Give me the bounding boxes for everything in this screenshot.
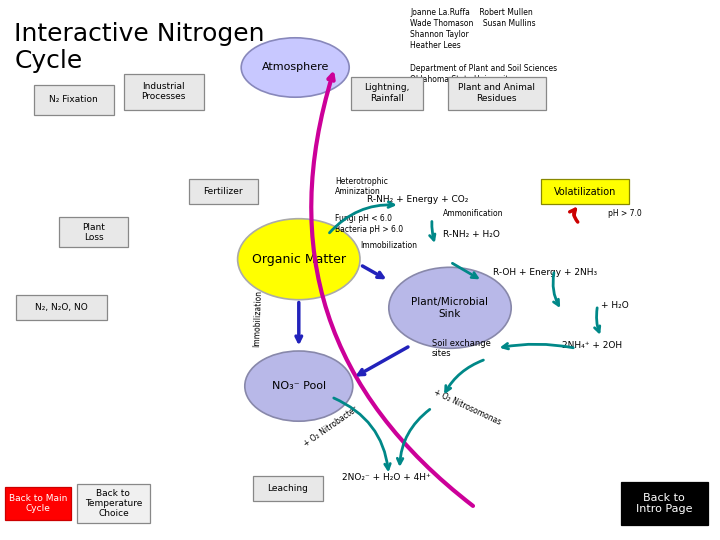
FancyBboxPatch shape <box>448 77 546 110</box>
Text: + O₂ Nitrobacter: + O₂ Nitrobacter <box>302 404 360 449</box>
Text: pH > 7.0: pH > 7.0 <box>608 209 642 218</box>
Text: + H₂O: + H₂O <box>601 301 629 309</box>
Text: Heterotrophic
Aminization: Heterotrophic Aminization <box>335 177 387 196</box>
Text: N₂ Fixation: N₂ Fixation <box>50 96 98 104</box>
FancyBboxPatch shape <box>541 179 629 204</box>
FancyBboxPatch shape <box>621 482 708 525</box>
Text: Ammonification: Ammonification <box>443 209 503 218</box>
FancyBboxPatch shape <box>124 74 204 110</box>
Ellipse shape <box>245 351 353 421</box>
Text: Atmosphere: Atmosphere <box>261 63 329 72</box>
Text: Interactive Nitrogen
Cycle: Interactive Nitrogen Cycle <box>14 22 265 73</box>
Ellipse shape <box>241 38 349 97</box>
Text: N₂, N₂O, NO: N₂, N₂O, NO <box>35 303 88 312</box>
Text: R-NH₂ + Energy + CO₂: R-NH₂ + Energy + CO₂ <box>367 195 469 204</box>
Text: Volatilization: Volatilization <box>554 187 616 197</box>
Text: R-NH₂ + H₂O: R-NH₂ + H₂O <box>443 231 500 239</box>
Ellipse shape <box>238 219 360 300</box>
FancyBboxPatch shape <box>5 487 71 520</box>
FancyBboxPatch shape <box>77 484 150 523</box>
Text: Back to Main
Cycle: Back to Main Cycle <box>9 494 67 513</box>
Text: Plant
Loss: Plant Loss <box>82 222 105 242</box>
Text: 2NO₂⁻ + H₂O + 4H⁺: 2NO₂⁻ + H₂O + 4H⁺ <box>342 474 431 482</box>
Text: Plant and Animal
Residues: Plant and Animal Residues <box>459 84 535 103</box>
FancyBboxPatch shape <box>189 179 258 204</box>
FancyBboxPatch shape <box>253 476 323 501</box>
Text: R-OH + Energy + 2NH₃: R-OH + Energy + 2NH₃ <box>493 268 598 277</box>
FancyBboxPatch shape <box>351 77 423 110</box>
Text: Fungi pH < 6.0
Bacteria pH > 6.0: Fungi pH < 6.0 Bacteria pH > 6.0 <box>335 214 403 234</box>
Text: Back to
Temperature
Choice: Back to Temperature Choice <box>85 489 142 518</box>
Text: Organic Matter: Organic Matter <box>252 253 346 266</box>
Ellipse shape <box>389 267 511 348</box>
FancyBboxPatch shape <box>16 295 107 320</box>
Text: Joanne La.Ruffa    Robert Mullen
Wade Thomason    Susan Mullins
Shannon Taylor
H: Joanne La.Ruffa Robert Mullen Wade Thoma… <box>410 8 557 84</box>
Text: 2NH₄⁺ + 2OH: 2NH₄⁺ + 2OH <box>562 341 622 350</box>
Text: Leaching: Leaching <box>268 484 308 493</box>
Text: Lightning,
Rainfall: Lightning, Rainfall <box>364 84 410 103</box>
Text: Plant/Microbial
Sink: Plant/Microbial Sink <box>412 297 488 319</box>
Text: Industrial
Processes: Industrial Processes <box>142 82 186 102</box>
Text: Soil exchange
sites: Soil exchange sites <box>432 339 491 358</box>
Text: Immobilization: Immobilization <box>252 290 263 347</box>
FancyBboxPatch shape <box>59 217 128 247</box>
Text: + O₂ Nitrosomonas: + O₂ Nitrosomonas <box>432 388 502 427</box>
FancyBboxPatch shape <box>34 85 114 115</box>
Text: NO₃⁻ Pool: NO₃⁻ Pool <box>271 381 326 391</box>
Text: Back to
Intro Page: Back to Intro Page <box>636 492 693 514</box>
Text: Immobilization: Immobilization <box>360 241 417 250</box>
Text: Fertilizer: Fertilizer <box>203 187 243 196</box>
